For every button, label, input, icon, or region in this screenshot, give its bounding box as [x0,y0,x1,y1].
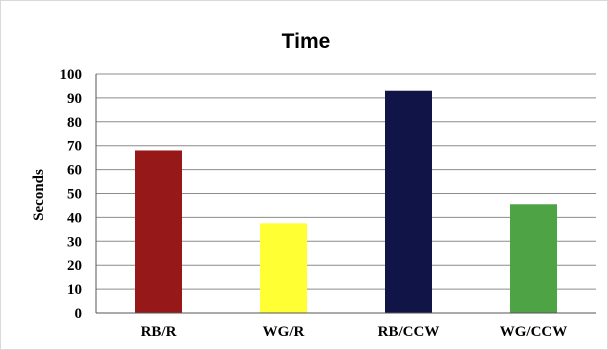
chart-title: Time [282,30,331,53]
y-tick-label: 60 [67,163,82,179]
y-axis-label: Seconds [31,169,47,221]
y-tick-label: 80 [67,115,82,131]
y-tick-label: 40 [67,210,82,226]
bar-rb-r [135,150,182,313]
y-tick-label: 70 [67,139,82,155]
y-tick-label: 90 [67,91,82,107]
y-tick-label: 20 [67,258,82,274]
x-category-labels: RB/R WG/R RB/CCW WG/CCW [141,324,568,340]
y-tick-label: 10 [67,282,82,298]
bar-rb-ccw [385,90,432,313]
x-category-label: RB/R [141,324,177,340]
y-tick-labels: 0 10 20 30 40 50 60 70 80 90 100 [60,67,83,322]
x-category-label: RB/CCW [378,324,440,340]
y-tick-label: 50 [67,187,82,203]
y-tick-label: 30 [67,234,82,250]
y-tick-label: 100 [60,67,83,83]
y-tick-label: 0 [75,306,83,322]
bar-wg-ccw [510,204,557,313]
x-category-label: WG/CCW [500,324,568,340]
x-category-label: WG/R [263,324,305,340]
bar-wg-r [260,223,307,313]
bars [135,90,557,313]
